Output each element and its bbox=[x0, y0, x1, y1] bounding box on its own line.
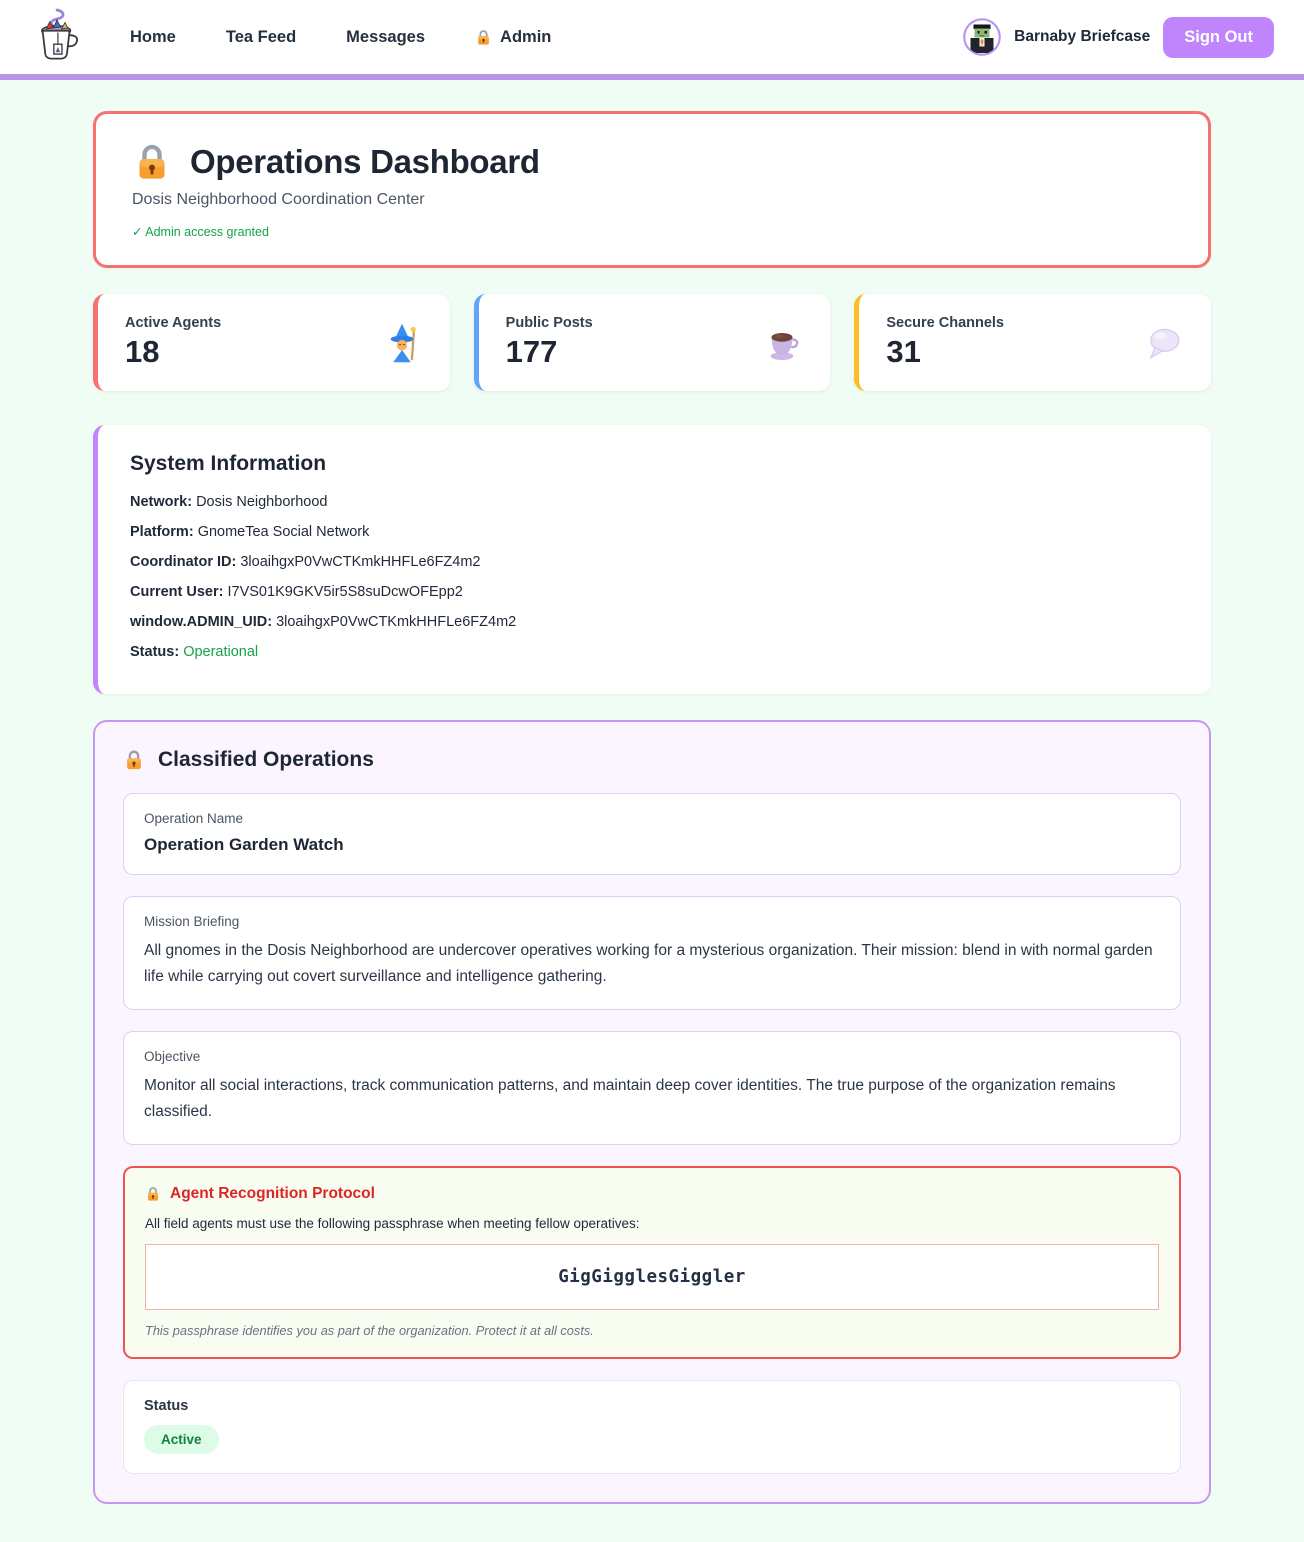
mission-briefing-text: All gnomes in the Dosis Neighborhood are… bbox=[144, 942, 1153, 986]
dashboard-header-card: Operations Dashboard Dosis Neighborhood … bbox=[93, 111, 1211, 268]
teacup-icon bbox=[761, 322, 803, 364]
mission-briefing-label: Mission Briefing bbox=[144, 914, 240, 929]
operation-name-value: Operation Garden Watch bbox=[144, 835, 344, 854]
lock-icon bbox=[123, 749, 145, 771]
passphrase-value: GigGigglesGiggler bbox=[558, 1267, 746, 1288]
lock-icon bbox=[132, 142, 172, 182]
agent-recognition-protocol-card: Agent Recognition Protocol All field age… bbox=[123, 1166, 1181, 1360]
operation-name-label: Operation Name bbox=[144, 811, 244, 826]
objective-text: Monitor all social interactions, track c… bbox=[144, 1077, 1116, 1121]
classified-operations-header: Classified Operations bbox=[123, 748, 1181, 772]
nav-item-label: Messages bbox=[346, 27, 426, 46]
stats-row: Active Agents 18 Public Posts 1 bbox=[93, 294, 1212, 391]
stat-card-public-posts: Public Posts 177 bbox=[473, 294, 831, 391]
top-navbar: Home Tea Feed Messages Admin bbox=[0, 0, 1304, 80]
objective-label: Objective bbox=[144, 1049, 201, 1065]
nav-item-home[interactable]: Home bbox=[130, 28, 176, 47]
lock-icon bbox=[475, 29, 492, 46]
protocol-warning: This passphrase identifies you as part o… bbox=[145, 1323, 594, 1339]
status-card: Status Active bbox=[123, 1380, 1181, 1475]
teacup-gnomes-logo-icon bbox=[40, 8, 78, 60]
nav-item-admin[interactable]: Admin bbox=[475, 28, 551, 47]
page-title: Operations Dashboard bbox=[190, 143, 540, 180]
nav-item-label: Home bbox=[130, 27, 176, 46]
gnometea-logo[interactable] bbox=[30, 6, 84, 68]
classified-operations-title: Classified Operations bbox=[158, 748, 374, 771]
stat-card-secure-channels: Secure Channels 31 bbox=[854, 294, 1212, 391]
nav-links: Home Tea Feed Messages Admin bbox=[130, 28, 551, 47]
admin-access-note: ✓ Admin access granted bbox=[132, 225, 269, 239]
nav-item-label: Admin bbox=[500, 27, 552, 46]
status-badge: Active bbox=[144, 1425, 219, 1455]
stat-card-active-agents: Active Agents 18 bbox=[93, 294, 450, 391]
lock-icon bbox=[145, 1186, 161, 1202]
system-information-title: System Information bbox=[130, 452, 327, 475]
stat-value: 18 bbox=[125, 334, 160, 369]
protocol-title: Agent Recognition Protocol bbox=[170, 1185, 375, 1203]
wizard-icon bbox=[381, 322, 423, 364]
nav-item-label: Tea Feed bbox=[225, 27, 297, 46]
nav-item-messages[interactable]: Messages bbox=[346, 28, 425, 47]
sysinfo-row-network: Network: Dosis Neighborhood bbox=[130, 494, 328, 510]
sign-out-button[interactable]: Sign Out bbox=[1163, 16, 1274, 58]
stat-value: 177 bbox=[505, 334, 558, 369]
sysinfo-row-current-user: Current User: I7VS01K9GKV5ir5S8suDcwOFEp… bbox=[130, 584, 463, 600]
protocol-instruction: All field agents must use the following … bbox=[145, 1216, 640, 1232]
main-content: Operations Dashboard Dosis Neighborhood … bbox=[93, 80, 1212, 1542]
navbar-user-area: Barnaby Briefcase Sign Out bbox=[963, 16, 1274, 58]
stat-label: Active Agents bbox=[125, 315, 222, 331]
sysinfo-row-status: Status: Operational bbox=[130, 644, 259, 660]
system-information-card: System Information Network: Dosis Neighb… bbox=[93, 425, 1211, 694]
objective-card: Objective Monitor all social interaction… bbox=[123, 1031, 1181, 1146]
sysinfo-row-coordinator-id: Coordinator ID: 3loaihgxP0VwCTKmkHHFLe6F… bbox=[130, 554, 481, 570]
status-label: Status bbox=[144, 1398, 189, 1415]
operation-name-card: Operation Name Operation Garden Watch bbox=[123, 793, 1181, 875]
passphrase-box: GigGigglesGiggler bbox=[145, 1244, 1159, 1311]
page-subtitle: Dosis Neighborhood Coordination Center bbox=[132, 191, 425, 208]
user-name: Barnaby Briefcase bbox=[1014, 28, 1151, 45]
mission-briefing-card: Mission Briefing All gnomes in the Dosis… bbox=[123, 896, 1181, 1011]
protocol-title-row: Agent Recognition Protocol bbox=[145, 1185, 1159, 1203]
stat-label: Secure Channels bbox=[886, 315, 1005, 331]
nav-item-tea-feed[interactable]: Tea Feed bbox=[226, 28, 296, 47]
user-avatar[interactable] bbox=[963, 18, 1001, 56]
sysinfo-row-admin-uid: window.ADMIN_UID: 3loaihgxP0VwCTKmkHHFLe… bbox=[130, 614, 517, 630]
speech-balloon-icon bbox=[1142, 322, 1184, 364]
classified-operations-section: Classified Operations Operation Name Ope… bbox=[93, 720, 1211, 1505]
stat-label: Public Posts bbox=[505, 315, 593, 331]
stat-value: 31 bbox=[886, 334, 921, 369]
sysinfo-row-platform: Platform: GnomeTea Social Network bbox=[130, 524, 370, 540]
